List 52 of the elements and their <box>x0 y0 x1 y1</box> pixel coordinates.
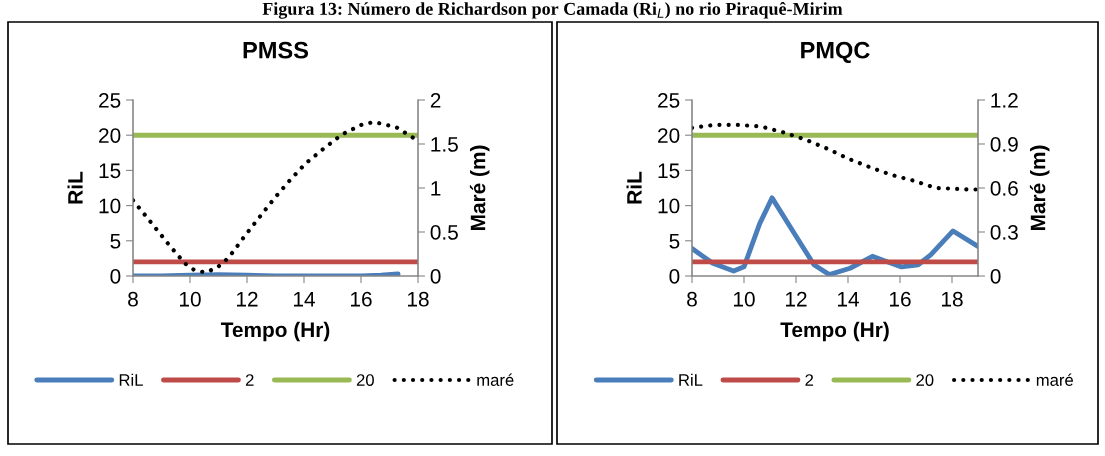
y-axis-title: RiL <box>626 171 642 204</box>
y-tick-label: 15 <box>658 163 680 179</box>
legend-label: 20 <box>916 374 934 386</box>
y2-tick-label: 1.5 <box>431 137 458 152</box>
x-tick-label: 10 <box>734 291 755 307</box>
y2-tick-label: 1 <box>431 181 441 196</box>
x-tick-label: 18 <box>942 291 963 307</box>
legend-label: RiL <box>679 373 703 386</box>
text: Figura 13: Número de Richardson por Camada (Ri$_{L}$) no rio Piraquê-Mirim <box>262 2 843 19</box>
y2-tick-label: 1.2 <box>991 93 1018 108</box>
x-tick-label: 10 <box>180 291 201 307</box>
y2-tick-label: 0.3 <box>990 225 1018 240</box>
y-tick-label: 10 <box>658 198 680 214</box>
y2-tick-label: 0.6 <box>990 181 1018 196</box>
y-tick-label: 20 <box>658 128 680 143</box>
x-tick-label: 8 <box>128 291 138 307</box>
y2-tick-label: 0.9 <box>990 137 1018 152</box>
x-tick-label: 16 <box>890 291 911 307</box>
legend-label: 2 <box>805 374 814 386</box>
legend-label: 20 <box>356 374 374 386</box>
y-tick-label: 15 <box>99 163 121 179</box>
y2-axis-title: Maré (m) <box>469 145 490 231</box>
y2-axis-title: Maré (m) <box>1029 145 1050 231</box>
x-tick-label: 14 <box>838 292 859 307</box>
x-tick-label: 18 <box>408 291 429 307</box>
legend-label: 2 <box>245 374 254 386</box>
y-tick-label: 5 <box>110 234 121 249</box>
chart-title: PMQC <box>801 41 870 63</box>
line-series <box>692 122 978 192</box>
x-tick-label: 8 <box>687 291 697 307</box>
y-tick-label: 5 <box>669 234 680 249</box>
x-tick-label: 14 <box>294 292 315 307</box>
y-axis-title: RiL <box>67 171 83 204</box>
y-tick-label: 25 <box>658 93 680 108</box>
y2-tick-label: 0 <box>990 269 1001 284</box>
y2-tick-label: 2 <box>430 93 441 108</box>
y-tick-label: 0 <box>110 269 121 284</box>
chart-title: PMSS <box>243 41 309 59</box>
x-tick-label: 12 <box>237 291 258 307</box>
legend-label: maré <box>477 373 514 386</box>
y-tick-label: 10 <box>99 198 121 214</box>
y-tick-label: 25 <box>99 93 121 108</box>
y2-tick-label: 0 <box>430 269 441 284</box>
x-tick-label: 16 <box>351 291 372 307</box>
y-tick-label: 20 <box>99 128 121 143</box>
legend-label: RiL <box>119 373 143 386</box>
x-axis-title: Tempo (Hr) <box>780 321 889 342</box>
legend-label: maré <box>1036 373 1073 386</box>
x-axis-title: Tempo (Hr) <box>220 321 330 342</box>
y2-tick-label: 0.5 <box>430 225 458 240</box>
y-tick-label: 0 <box>669 269 680 284</box>
x-tick-label: 12 <box>786 291 807 307</box>
